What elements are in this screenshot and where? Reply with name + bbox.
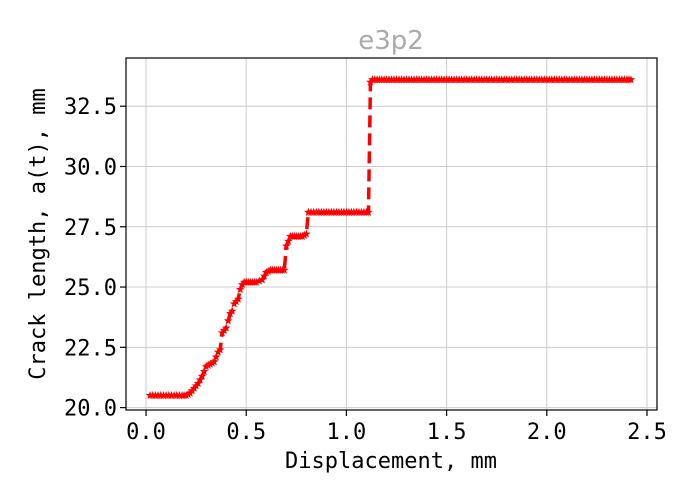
x-axis-label: Displacement, mm — [285, 449, 497, 474]
chart-title: e3p2 — [358, 26, 424, 56]
data-point — [261, 268, 271, 277]
y-tick-label: 25.0 — [64, 276, 117, 301]
ticks: 0.0 0.5 1.0 1.5 2.0 2.5 20.0 22.5 25.0 27.5 30.0 32… — [64, 95, 667, 445]
x-tick-label: 1.5 — [427, 420, 467, 445]
data-point — [203, 360, 213, 370]
data-point — [215, 345, 225, 354]
grid — [126, 58, 657, 410]
data-point — [364, 207, 373, 216]
data-point — [302, 229, 311, 238]
y-tick-label: 30.0 — [64, 155, 117, 180]
x-tick-label: 0.5 — [226, 420, 266, 445]
series-line — [150, 77, 631, 398]
data-point — [197, 371, 207, 380]
data-point — [199, 366, 209, 376]
x-tick-label: 2.5 — [627, 420, 667, 445]
y-tick-label: 22.5 — [64, 336, 117, 361]
data-point — [227, 306, 237, 315]
data-point — [235, 284, 245, 294]
y-tick-label: 32.5 — [64, 95, 117, 120]
data-point — [183, 389, 193, 398]
data-point — [284, 236, 293, 245]
y-tick-label: 20.0 — [64, 397, 117, 422]
y-axis-label: Crack length, a(t), mm — [26, 88, 51, 379]
data-point — [233, 294, 243, 303]
data-point — [211, 352, 221, 361]
x-tick-label: 2.0 — [527, 420, 567, 445]
x-tick-label: 0.0 — [126, 420, 166, 445]
data-point — [282, 241, 291, 250]
x-tick-label: 1.0 — [327, 420, 367, 445]
plot-area-frame — [125, 57, 658, 411]
data-point — [205, 359, 215, 368]
data-point — [209, 357, 219, 366]
data-point — [298, 231, 307, 241]
data-point — [207, 358, 217, 367]
y-tick-label: 27.5 — [64, 216, 117, 241]
data-point — [254, 276, 264, 285]
data-point — [201, 362, 211, 371]
data-point — [626, 75, 636, 84]
data-point — [223, 316, 233, 325]
data-point — [251, 277, 261, 286]
data-point — [280, 265, 289, 274]
data-point — [221, 323, 231, 332]
series-layer — [145, 75, 636, 400]
data-point — [263, 266, 273, 276]
data-point — [300, 230, 309, 239]
data-point — [181, 391, 191, 400]
